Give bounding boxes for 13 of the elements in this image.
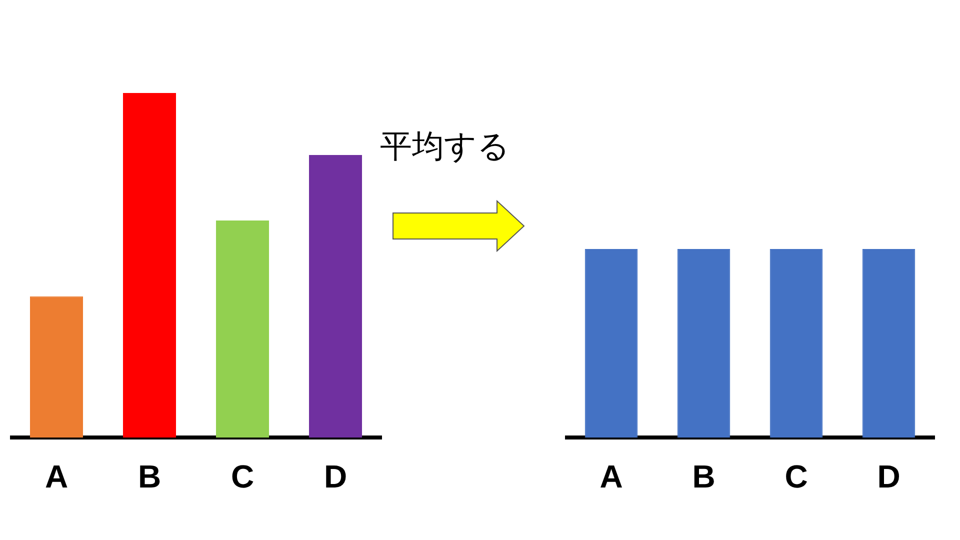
x-tick-label: D [877,458,900,495]
bar [122,93,176,438]
x-tick-label: B [138,458,162,495]
x-tick-label: A [600,458,623,495]
annotation: 平均する [380,126,510,167]
bar [30,296,84,438]
x-tick-label: D [324,458,348,495]
x-tick-label: B [692,458,716,495]
bar [308,155,362,438]
x-tick-label: C [784,458,808,495]
x-tick-label: A [44,458,68,495]
bar [216,220,270,438]
x-tick-label: C [230,458,254,495]
